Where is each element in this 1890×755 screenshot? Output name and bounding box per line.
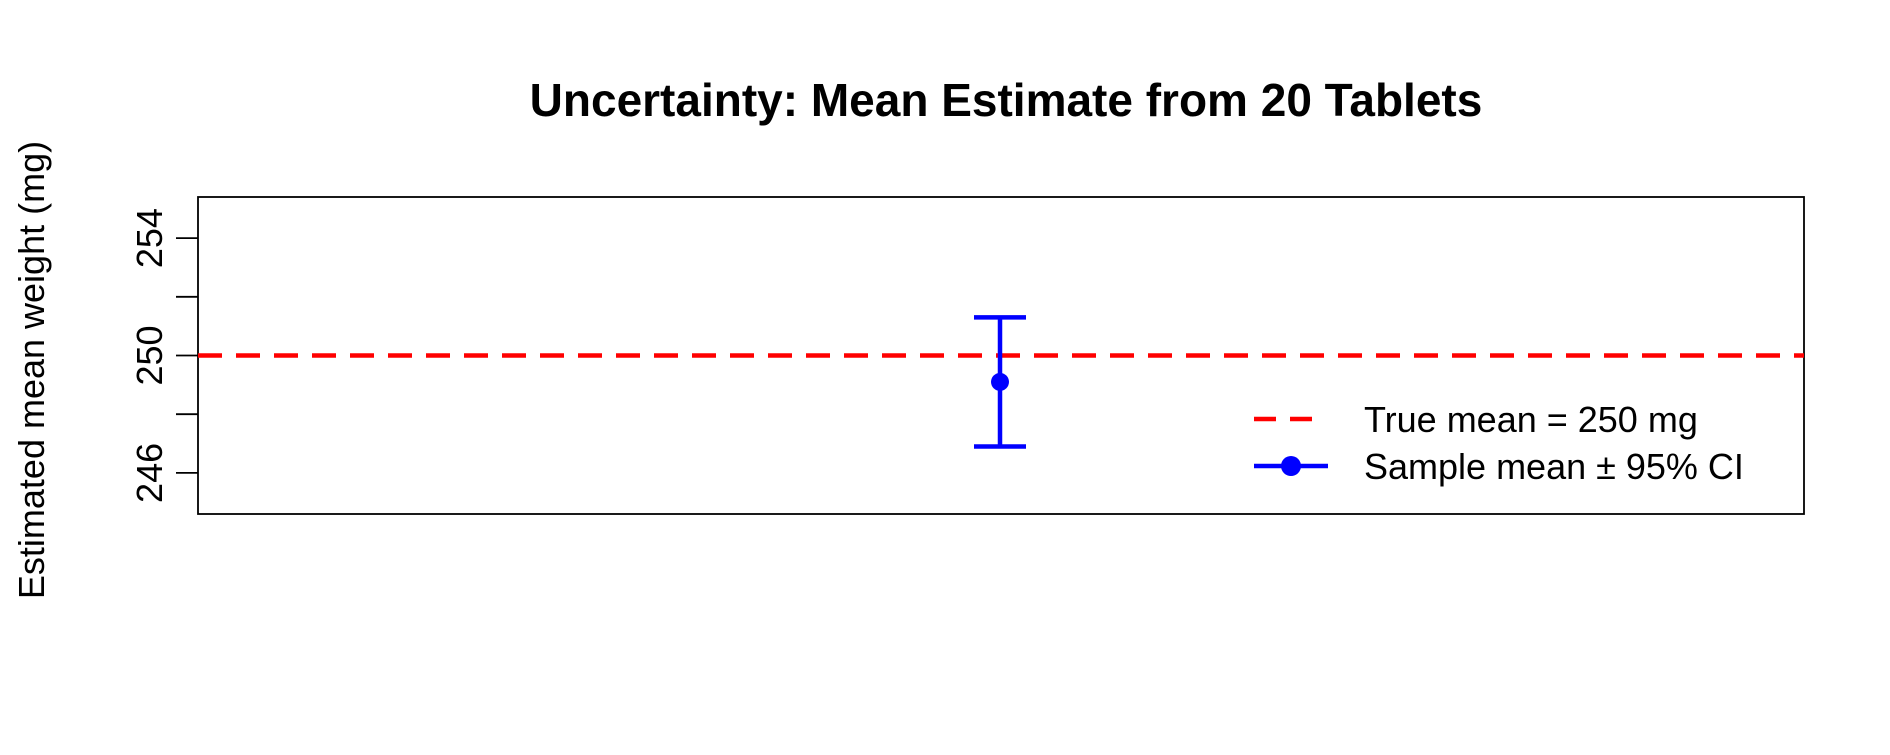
marks-layer (974, 315, 1026, 449)
sample-mean-point-0 (991, 372, 1009, 391)
legend-sample-mean-label: Sample mean ± 95% CI (1364, 446, 1744, 487)
y-tick-label-246: 246 (129, 443, 170, 503)
legend-sample-mean-marker (1281, 456, 1301, 476)
legend: True mean = 250 mg Sample mean ± 95% CI (1254, 399, 1744, 487)
y-tick-label-254: 254 (129, 208, 170, 268)
chart-title: Uncertainty: Mean Estimate from 20 Table… (530, 74, 1483, 126)
y-axis: 246 250 254 (129, 208, 198, 503)
legend-true-mean-label: True mean = 250 mg (1364, 399, 1698, 440)
y-tick-label-250: 250 (129, 325, 170, 385)
y-axis-label: Estimated mean weight (mg) (11, 141, 52, 599)
